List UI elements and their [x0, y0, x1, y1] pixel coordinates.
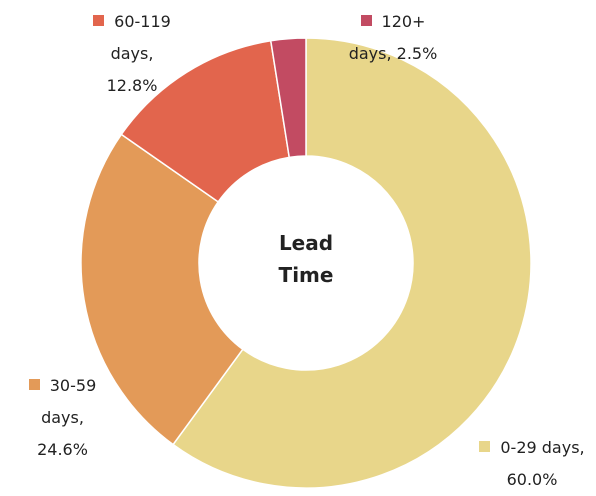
- category-label: 30-59 days,: [41, 376, 97, 427]
- category-label: 0-29 days,: [500, 438, 585, 457]
- value-label: 60.0%: [506, 470, 558, 489]
- data-label: 120+ days, 2.5%: [338, 6, 448, 70]
- label-marker: [479, 441, 491, 452]
- value-label: 24.6%: [37, 440, 88, 459]
- donut-slice: [80, 133, 244, 446]
- data-label: 60-119 days, 12.8%: [86, 6, 178, 102]
- donut-slice: [172, 37, 532, 489]
- donut-slice: [269, 37, 307, 159]
- data-label: 0-29 days, 60.0%: [468, 432, 596, 496]
- label-marker: [28, 379, 40, 390]
- label-marker: [360, 15, 372, 26]
- value-label: 12.8%: [106, 76, 158, 95]
- value-label: 2.5%: [396, 44, 438, 63]
- data-label: 30-59 days, 24.6%: [15, 370, 110, 466]
- label-marker: [93, 15, 105, 26]
- category-label: 60-119 days,: [110, 12, 171, 63]
- donut-slice: [120, 39, 291, 203]
- chart-title: Lead Time: [278, 231, 334, 287]
- category-label: 120+ days,: [348, 12, 426, 63]
